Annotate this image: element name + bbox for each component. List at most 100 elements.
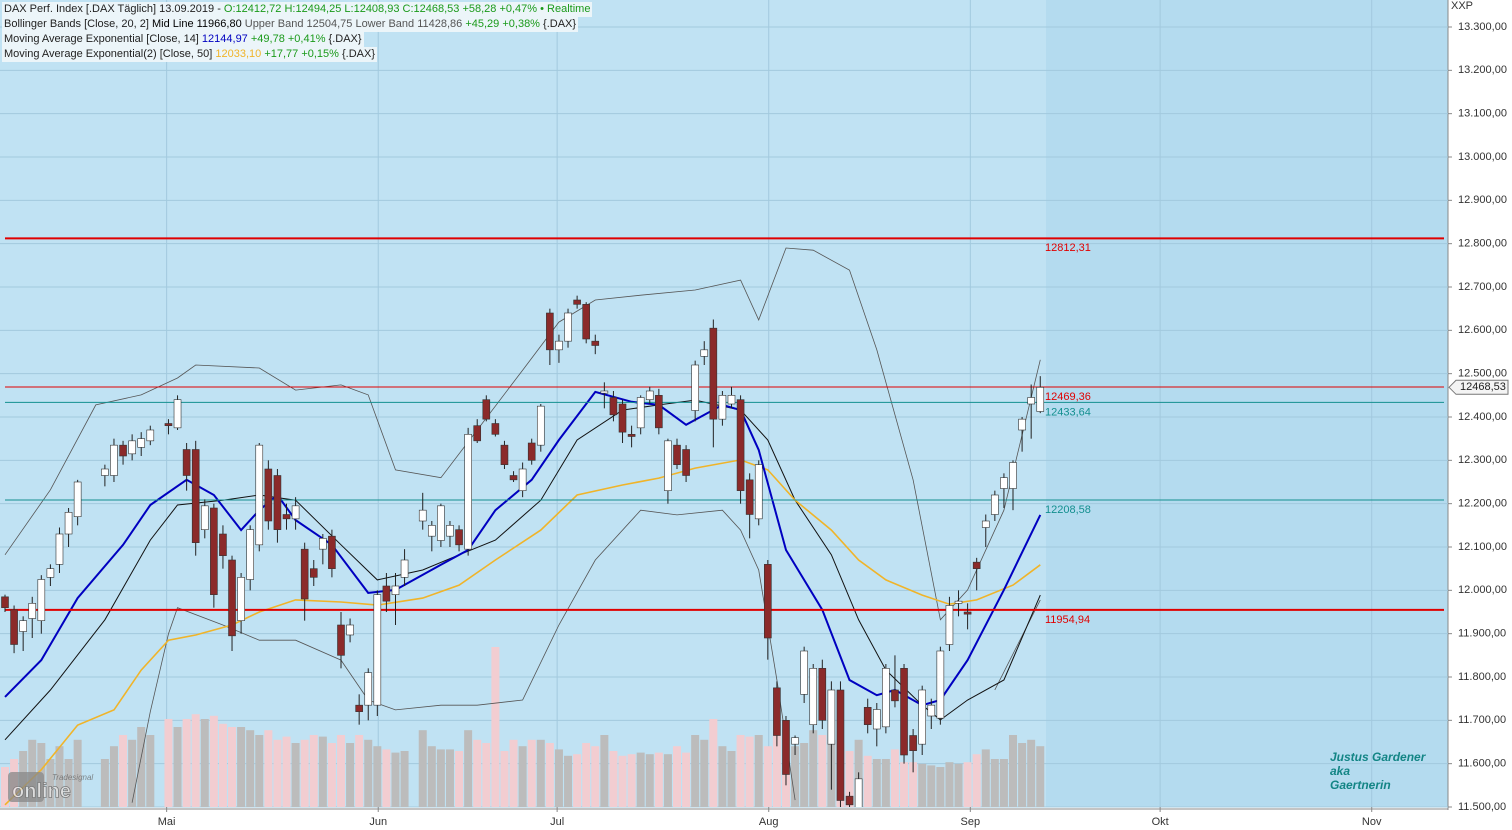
candle-body (110, 444, 118, 476)
candle-body (736, 399, 745, 491)
candle-body (28, 603, 37, 619)
volume-bar (228, 727, 237, 807)
candle-body (936, 650, 945, 719)
candle-body (146, 429, 155, 442)
volume-bar (754, 735, 763, 807)
y-tick-label: 11.800,00 (1458, 671, 1506, 683)
candle-body (1, 596, 9, 608)
candle-body (137, 438, 146, 448)
candle-body (664, 440, 672, 491)
candle-body (509, 475, 518, 481)
volume-bar (881, 759, 890, 807)
volume-bar (654, 752, 663, 807)
volume-bar (1018, 743, 1027, 807)
candle-body (945, 605, 954, 645)
volume-bar (863, 755, 872, 807)
volume-bar (300, 739, 309, 807)
y-tick-label: 12.400,00 (1458, 411, 1507, 423)
legend-text: DAX Perf. Index [.DAX Täglich] 13.09.201… (4, 3, 224, 15)
volume-bar (318, 736, 327, 807)
candle-body (264, 468, 273, 522)
y-tick-label: 12.800,00 (1458, 238, 1507, 250)
volume-bar (718, 746, 727, 807)
level-label: 11954,94 (1045, 614, 1090, 626)
logo: Tradesignal online (8, 772, 93, 803)
watermark-line: Justus Gardener (1330, 750, 1427, 764)
candle-body (627, 434, 636, 437)
volume-bar (255, 735, 264, 807)
y-tick-label: 11.500,00 (1458, 801, 1506, 813)
volume-bar (436, 749, 445, 807)
candle-body (437, 505, 445, 541)
legend-text: 12033,10 (215, 48, 265, 60)
volume-bar (791, 746, 800, 807)
volume-bar (146, 735, 155, 807)
volume-bar (1027, 739, 1036, 807)
candle-body (718, 395, 727, 420)
candle-body (872, 709, 881, 730)
candle-body (364, 672, 373, 706)
volume-bar (972, 754, 981, 807)
candle-body (273, 475, 282, 530)
x-tick-label: Mai (158, 816, 176, 828)
volume-bar (709, 719, 718, 807)
y-tick-label: 12.200,00 (1458, 498, 1507, 510)
level-label: 12469,36 (1045, 391, 1091, 403)
candle-body (854, 778, 863, 807)
candle-body (791, 737, 799, 745)
indicator-line (4, 399, 1041, 741)
legend-row: Moving Average Exponential [Close, 14] 1… (2, 32, 364, 47)
candle-body (845, 795, 854, 806)
volume-bar (936, 767, 945, 807)
candle-body (10, 609, 18, 645)
candle-body (373, 594, 382, 706)
volume-bar (46, 759, 55, 807)
volume-bar (545, 743, 554, 807)
y-tick-label: 12.500,00 (1458, 368, 1507, 380)
candle-body (536, 405, 545, 446)
volume-bar (818, 735, 827, 807)
volume-bar (645, 754, 654, 807)
legend-text: {.DAX} (342, 48, 376, 60)
volume-bar (627, 754, 636, 807)
candle-body (319, 538, 327, 550)
candle-body (328, 535, 336, 569)
candle-body (282, 514, 291, 520)
logo-big: online (12, 780, 71, 802)
volume-bar (264, 730, 273, 807)
volume-bar (455, 751, 464, 807)
candle-body (927, 704, 936, 717)
candle-body (972, 561, 981, 569)
volume-bar (182, 719, 191, 807)
candle-body (101, 468, 109, 476)
volume-bar (1036, 746, 1045, 807)
candle-body (128, 440, 136, 455)
volume-bar (700, 739, 709, 807)
candle-body (246, 529, 254, 580)
volume-bar (954, 763, 963, 807)
candle-body (164, 423, 173, 426)
axes: 11.500,00 11.600,00 11.700,00 11.800,00 11.9… (158, 21, 1509, 828)
legend-text: +17,77 +0,15% (264, 48, 342, 60)
candle-body (546, 312, 554, 351)
volume-bar (727, 751, 736, 807)
indicator-line (4, 459, 1041, 806)
x-tick-label: Nov (1362, 816, 1382, 828)
candle-body (782, 720, 790, 775)
volume-bar (473, 739, 482, 807)
volume-bar (128, 739, 137, 807)
indicator-line (131, 509, 1041, 803)
volume-bar (418, 730, 427, 807)
volume-bar (963, 762, 972, 807)
legend-text: Moving Average Exponential [Close, 14] (4, 33, 202, 45)
volume-bar (273, 739, 282, 807)
candle-body (591, 340, 600, 346)
volume-bar (346, 743, 355, 807)
volume-bar (682, 752, 691, 807)
volume-bar (391, 752, 400, 807)
candle-body (446, 525, 454, 537)
y-tick-label: 11.900,00 (1458, 628, 1506, 640)
x-tick-label: Sep (961, 816, 981, 828)
y-tick-label: 12.100,00 (1458, 541, 1507, 553)
